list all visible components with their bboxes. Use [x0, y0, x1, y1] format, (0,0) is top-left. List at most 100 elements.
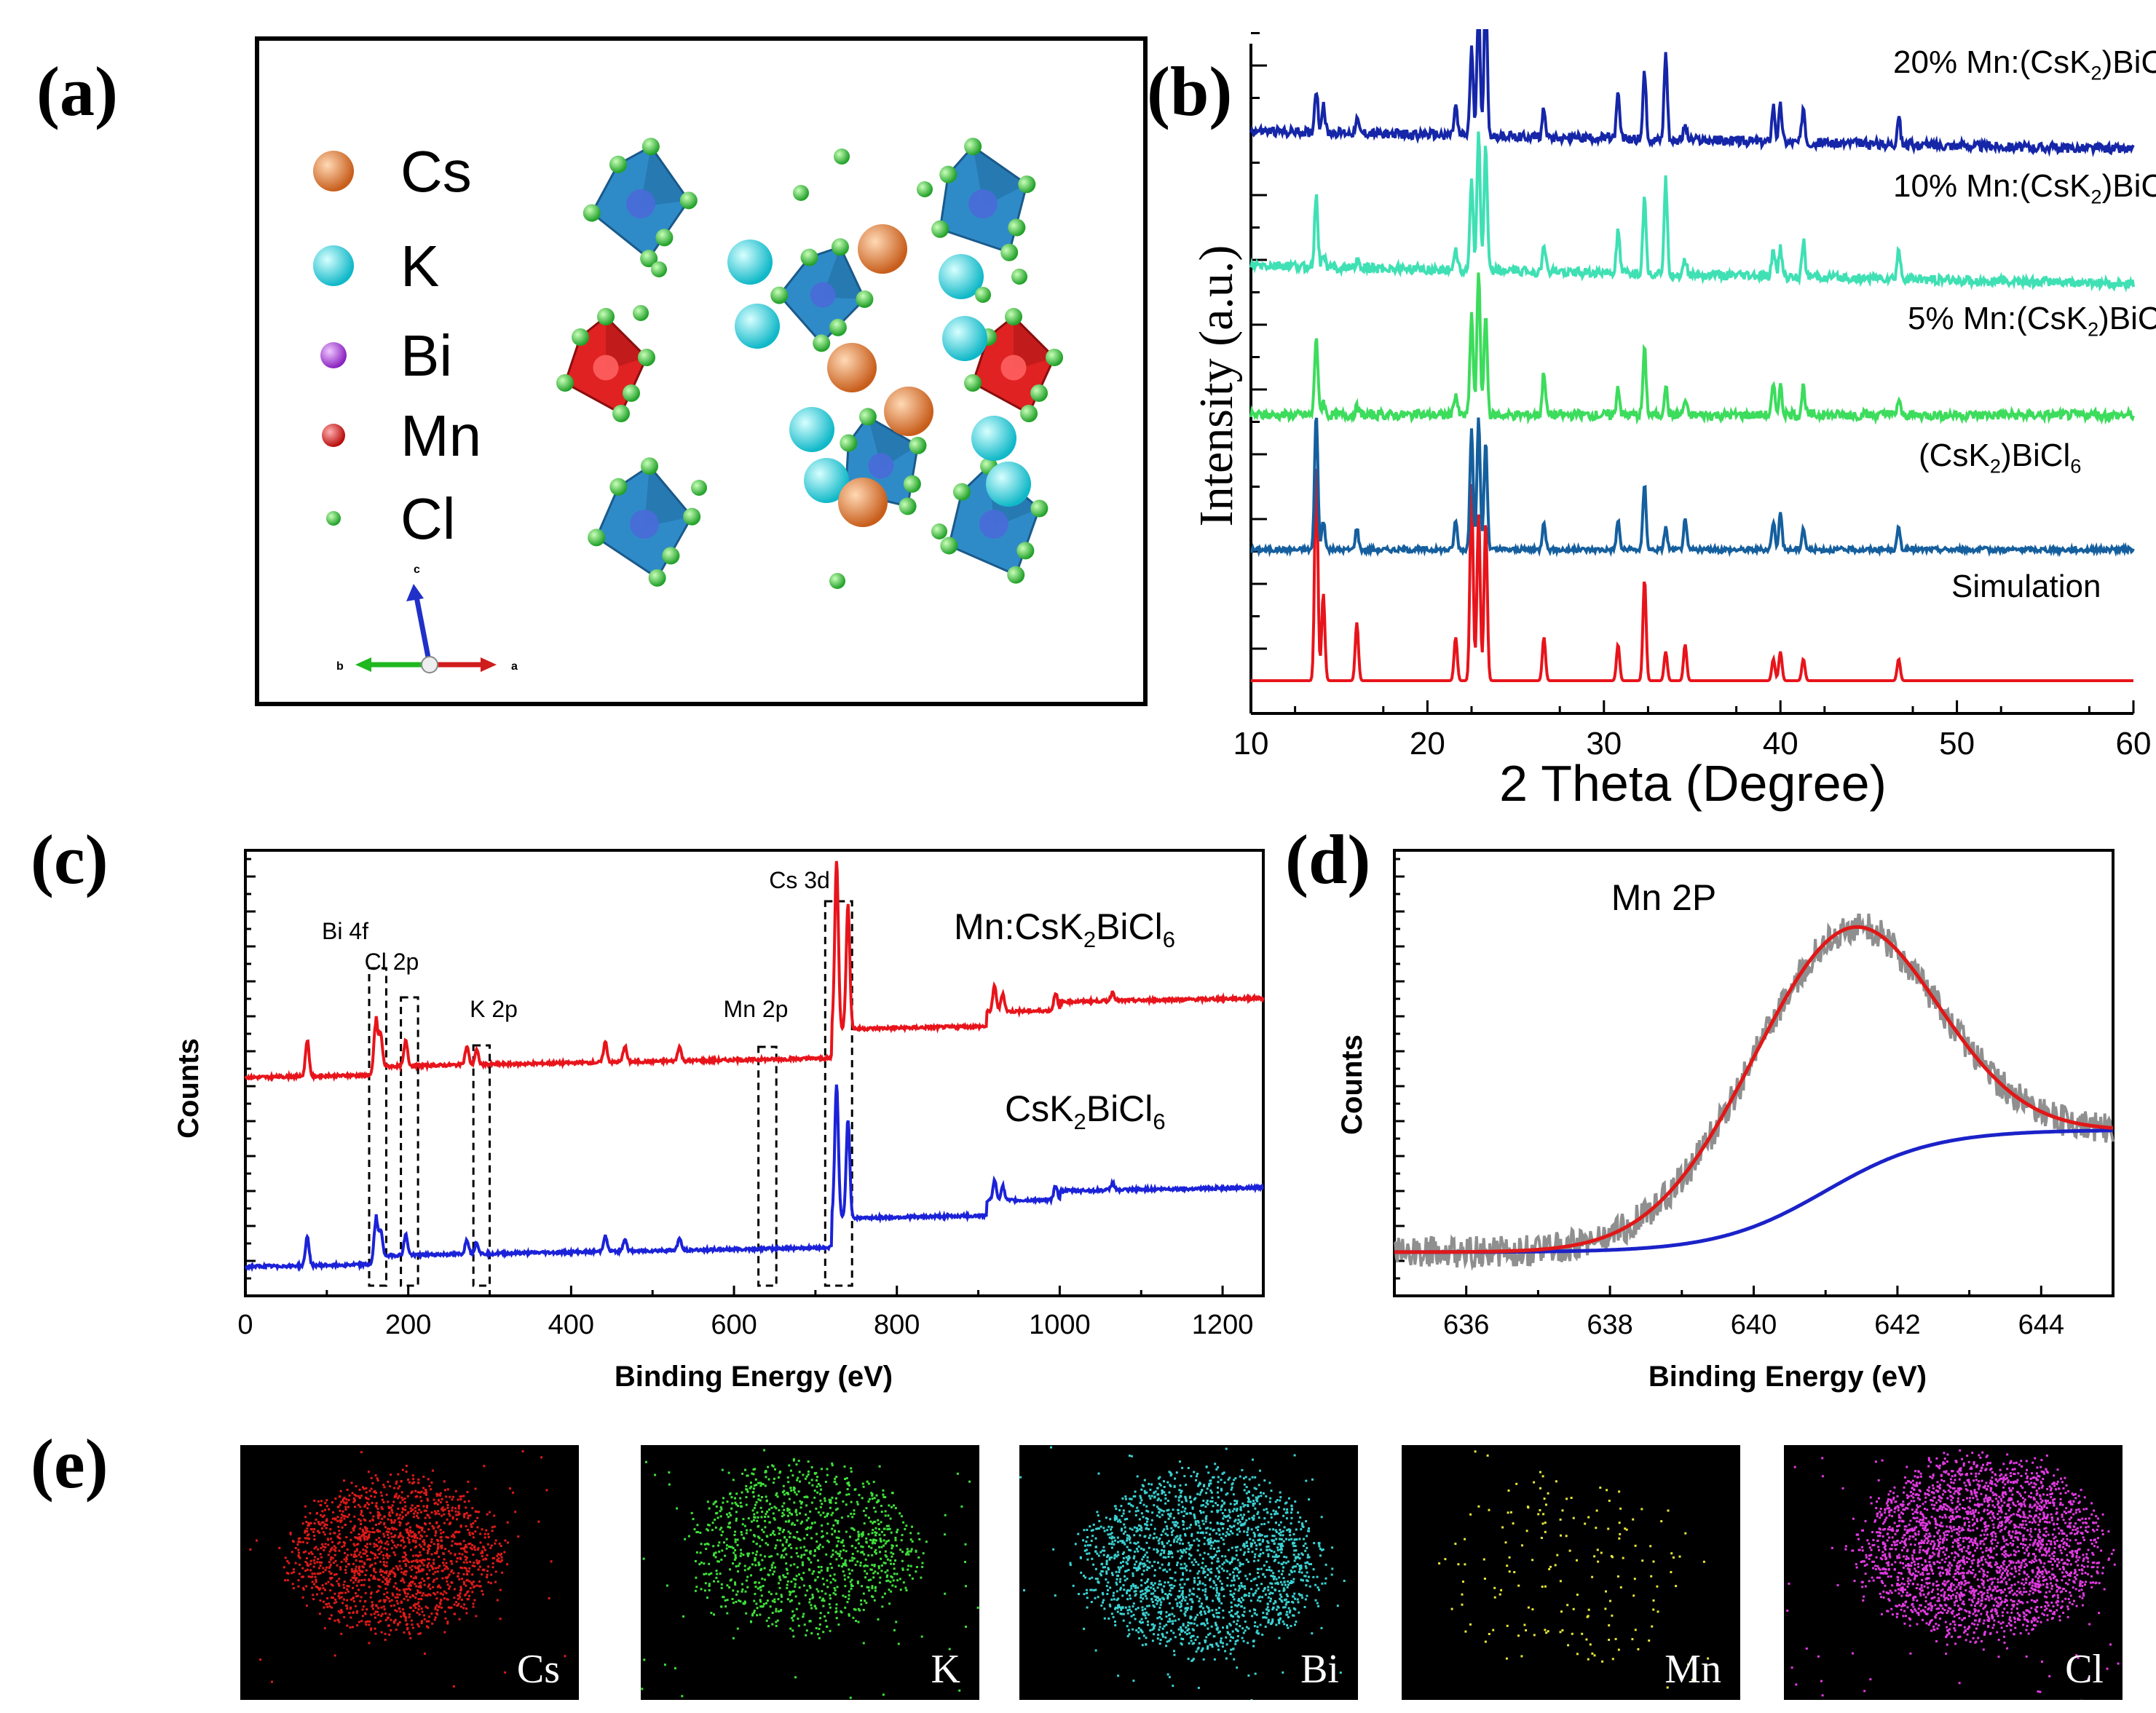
cl-atom — [793, 185, 809, 201]
xrd-series-label-2: 5% Mn:(CsK2)BiCl6 — [1908, 301, 2156, 341]
xps-region-label: Cs 3d — [769, 867, 830, 893]
axis-a-arrow — [481, 657, 497, 672]
legend-label-bi: Bi — [400, 323, 452, 388]
xps-xtick-label: 0 — [237, 1310, 253, 1340]
cl-atom — [638, 349, 655, 366]
xps-series-label-0: Mn:CsK2BiCl6 — [954, 906, 1175, 952]
xrd-xlabel: 2 Theta (Degree) — [1499, 755, 1887, 812]
k-atom — [804, 458, 849, 503]
xrd-series-4 — [1249, 29, 2135, 158]
cl-atom — [856, 290, 874, 308]
xrd-series-2 — [1249, 272, 2135, 425]
cl-atom — [829, 573, 845, 589]
cl-atom — [612, 405, 630, 422]
mn2p-xtick-label: 640 — [1731, 1310, 1777, 1340]
mn2p-background-line — [1394, 1128, 2113, 1254]
cl-atom — [770, 286, 789, 304]
xrd-series-label-3: 10% Mn:(CsK2)BiCl6 — [1893, 168, 2156, 208]
xrd-series-label-0: Simulation — [1951, 569, 2101, 604]
cs-atom — [838, 478, 888, 527]
cl-atom — [940, 537, 958, 555]
k-atom — [971, 416, 1016, 461]
cl-atom — [931, 220, 949, 238]
eds-map-cs-label: Cs — [516, 1647, 560, 1692]
xps-xlabel: Binding Energy (eV) — [615, 1361, 893, 1393]
eds-map-cs: Cs — [240, 1445, 579, 1700]
cl-atom — [1030, 499, 1049, 518]
crystal-lattice — [556, 138, 1063, 589]
axis-label-b: b — [336, 660, 344, 673]
cl-atom — [583, 204, 601, 222]
eds-map-cs-dots — [249, 1450, 566, 1688]
xps-xtick-label: 1000 — [1029, 1310, 1091, 1340]
xrd-xtick-label: 20 — [1410, 726, 1445, 761]
k-atom — [986, 462, 1031, 507]
xps-ylabel: Counts — [173, 1038, 205, 1139]
legend-swatch-mn — [322, 424, 345, 447]
eds-map-mn-dots — [1438, 1450, 1710, 1689]
cl-atom — [597, 308, 615, 325]
xps-region-label: Bi 4f — [322, 918, 368, 944]
cl-atom — [917, 181, 933, 197]
legend-label-cs: Cs — [400, 139, 472, 204]
eds-map-cl-label: Cl — [2065, 1647, 2104, 1692]
cl-atom — [931, 523, 947, 539]
eds-map-k: K — [641, 1445, 979, 1700]
xrd-series-label-4: 20% Mn:(CsK2)BiCl6 — [1893, 44, 2156, 84]
cl-atom — [1005, 308, 1022, 325]
cl-atom — [609, 478, 628, 496]
cl-atom — [556, 374, 574, 392]
cl-atom — [829, 318, 847, 336]
cl-atom — [1018, 175, 1036, 194]
panel-label-e: (e) — [31, 1425, 108, 1503]
legend-label-k: K — [400, 234, 439, 298]
legend-swatch-cl — [326, 511, 341, 526]
cl-atom — [640, 250, 658, 268]
xrd-xtick-label: 60 — [2116, 726, 2152, 761]
axis-label-c: c — [414, 563, 420, 576]
cl-atom — [1030, 384, 1048, 402]
cl-atom — [641, 138, 660, 156]
xrd-xtick-label: 50 — [1939, 726, 1975, 761]
axis-b-arrow — [355, 657, 371, 672]
cl-atom — [1020, 405, 1038, 422]
xrd-ylabel: Intensity (a.u.) — [1190, 245, 1243, 527]
panel-label-a: (a) — [36, 52, 118, 130]
cl-atom — [899, 497, 917, 515]
cs-atom — [858, 224, 907, 274]
xps-xtick-label: 200 — [385, 1310, 431, 1340]
octahedron — [556, 308, 655, 422]
mn2p-fit-line — [1394, 925, 2114, 1254]
mn2p-xtick-label: 644 — [2018, 1310, 2064, 1340]
cs-atom — [884, 387, 933, 436]
cl-atom — [662, 547, 680, 565]
octahedron — [588, 457, 701, 587]
octahedron — [964, 308, 1063, 422]
panel-label-b: (b) — [1147, 52, 1233, 130]
xps-region-box — [400, 996, 419, 1287]
axis-label-a: a — [511, 660, 518, 673]
cl-atom — [1046, 349, 1063, 366]
octahedron — [770, 238, 874, 352]
cl-atom — [909, 436, 927, 454]
xps-series-0 — [244, 861, 1265, 1083]
eds-map-mn: Mn — [1402, 1445, 1740, 1700]
mn2p-xtick-label: 642 — [1874, 1310, 1920, 1340]
cl-atom — [1007, 566, 1025, 584]
xps-region-box — [757, 1045, 778, 1287]
xrd-xtick-label: 30 — [1586, 726, 1622, 761]
cl-atom — [651, 261, 667, 277]
xps-region-box — [368, 967, 387, 1287]
cl-atom — [975, 287, 991, 303]
legend-label-mn: Mn — [400, 403, 481, 468]
mn2p-xtick-label: 638 — [1587, 1310, 1632, 1340]
cl-atom — [655, 229, 674, 247]
cl-atom — [939, 165, 957, 183]
cl-atom — [633, 305, 649, 321]
k-atom — [735, 304, 780, 349]
legend-swatch-cs — [313, 151, 354, 191]
cl-atom — [903, 475, 921, 493]
xrd-series-1 — [1250, 417, 2135, 558]
k-atom — [939, 254, 984, 299]
xrd-xtick-label: 10 — [1233, 726, 1269, 761]
